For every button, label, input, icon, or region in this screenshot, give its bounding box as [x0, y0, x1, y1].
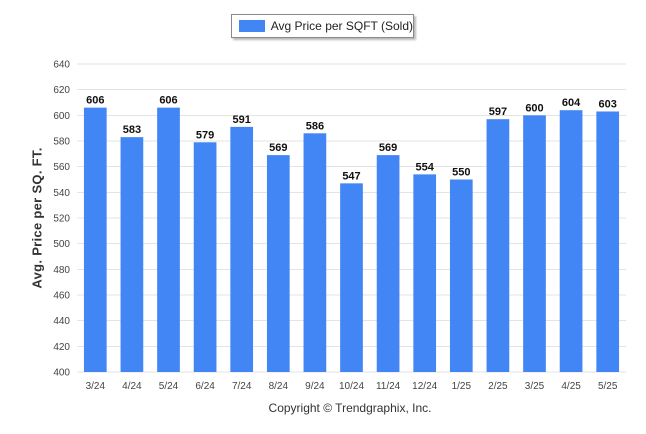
- x-tick-label: 4/24: [122, 381, 142, 392]
- x-tick-label: 6/24: [195, 381, 215, 392]
- x-tick-label: 2/25: [488, 381, 508, 392]
- data-label: 579: [196, 129, 214, 141]
- x-tick-label: 1/25: [452, 381, 472, 392]
- data-label: 547: [342, 170, 360, 182]
- y-tick-label: 500: [53, 239, 70, 250]
- y-axis-title: Avg. Price per SQ. FT.: [29, 147, 45, 289]
- data-label: 591: [233, 114, 251, 126]
- y-tick-label: 440: [53, 316, 70, 327]
- data-label: 550: [452, 167, 470, 179]
- data-label: 569: [379, 142, 397, 154]
- y-tick-label: 580: [53, 137, 70, 148]
- legend-swatch: [239, 20, 265, 32]
- x-tick-label: 8/24: [269, 381, 289, 392]
- bar[interactable]: [83, 107, 107, 372]
- x-tick-label: 10/24: [339, 381, 364, 392]
- bar[interactable]: [230, 126, 254, 372]
- x-tick-label: 9/24: [305, 381, 325, 392]
- y-tick-label: 620: [53, 85, 70, 96]
- bar[interactable]: [266, 155, 290, 372]
- x-tick-label: 3/25: [525, 381, 545, 392]
- bars: [83, 107, 620, 373]
- data-label: 606: [159, 95, 177, 107]
- bar[interactable]: [120, 137, 144, 372]
- y-tick-label: 480: [53, 265, 70, 276]
- data-label: 569: [269, 142, 287, 154]
- copyright-text: Copyright © Trendgraphix, Inc.: [268, 401, 432, 415]
- bar[interactable]: [193, 142, 217, 372]
- bar[interactable]: [449, 179, 473, 373]
- data-labels: 606 583 606 579 591 569 586 547 569 554 550 597 600 6…: [86, 95, 617, 183]
- y-tick-label: 640: [53, 60, 70, 71]
- bar[interactable]: [376, 155, 400, 372]
- data-label: 603: [599, 98, 617, 110]
- x-tick-label: 3/24: [86, 381, 106, 392]
- data-label: 554: [416, 161, 435, 173]
- y-tick-label: 540: [53, 188, 70, 199]
- x-tick-label: 11/24: [376, 381, 401, 392]
- x-tick-label: 5/24: [159, 381, 179, 392]
- data-label: 583: [123, 124, 141, 136]
- data-label: 606: [86, 95, 104, 107]
- y-tick-label: 460: [53, 291, 70, 302]
- bar[interactable]: [303, 133, 327, 372]
- bar[interactable]: [340, 183, 363, 372]
- y-tick-label: 420: [53, 342, 70, 353]
- x-axis-ticks: 3/24 4/24 5/24 6/24 7/24 8/24 9/24 10/24 11/24 12…: [86, 381, 618, 392]
- y-axis-ticks: 400 420 440 460 480 500 520 540 560 580 600 620 640: [53, 60, 70, 379]
- data-label: 604: [562, 97, 581, 109]
- x-tick-label: 5/25: [598, 381, 618, 392]
- legend: Avg Price per SQFT (Sold): [231, 14, 414, 38]
- bar[interactable]: [523, 115, 546, 372]
- y-tick-label: 400: [53, 368, 70, 379]
- data-label: 600: [525, 102, 543, 114]
- legend-label: Avg Price per SQFT (Sold): [270, 19, 413, 33]
- y-tick-label: 520: [53, 214, 70, 225]
- data-label: 597: [489, 106, 507, 118]
- bar[interactable]: [559, 110, 583, 372]
- x-tick-label: 7/24: [232, 381, 252, 392]
- bar[interactable]: [596, 111, 620, 372]
- x-tick-label: 12/24: [412, 381, 437, 392]
- bar[interactable]: [157, 107, 180, 372]
- y-tick-label: 560: [53, 162, 70, 173]
- data-label: 586: [306, 120, 324, 132]
- bar[interactable]: [413, 174, 437, 372]
- bar[interactable]: [486, 119, 510, 372]
- y-tick-label: 600: [53, 111, 70, 122]
- x-tick-label: 4/25: [561, 381, 581, 392]
